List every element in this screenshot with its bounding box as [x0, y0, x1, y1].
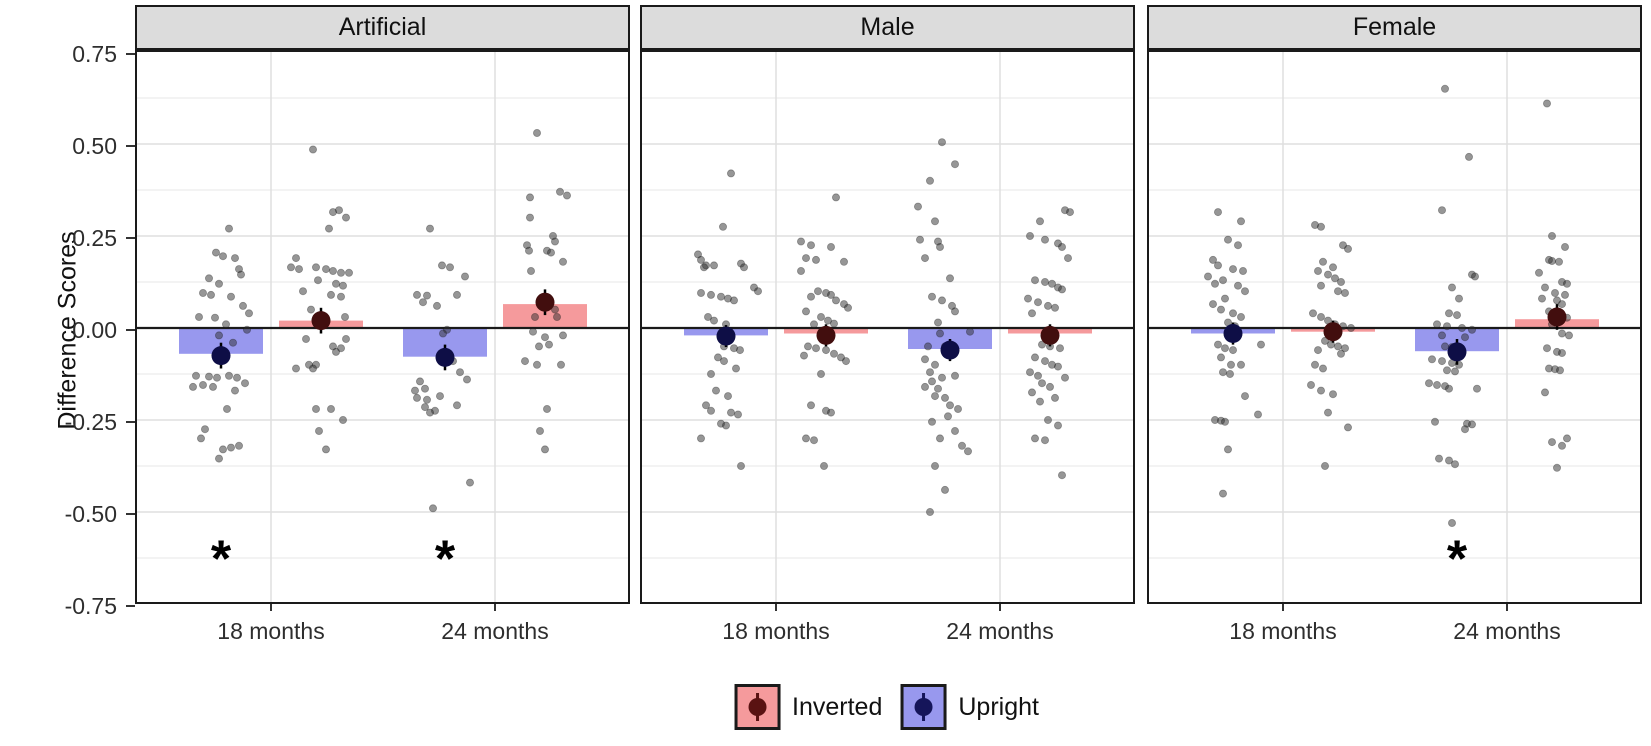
x-tick-label: 24 months: [441, 618, 549, 644]
panel-male: [640, 50, 1135, 611]
x-tick-mark: [775, 604, 777, 611]
significance-asterisk: *: [1447, 530, 1468, 588]
x-tick-mark: [999, 604, 1001, 611]
legend-key-inverted: [734, 684, 781, 730]
x-tick-label: 24 months: [946, 618, 1054, 644]
y-tick-label: 0.75: [72, 41, 117, 67]
y-tick-label: -0.25: [64, 409, 117, 435]
facet-strip-female: Female: [1147, 5, 1642, 50]
panel-border: [135, 50, 630, 604]
x-tick-mark: [494, 604, 496, 611]
y-tick-label: 0.50: [72, 133, 117, 159]
facet-strip-artificial: Artificial: [135, 5, 630, 50]
facet-strip-label: Female: [1352, 13, 1437, 41]
y-tick-mark: [126, 421, 135, 423]
panel-artificial: * *: [135, 50, 630, 611]
legend-label-inverted: Inverted: [792, 692, 883, 721]
x-tick-label: 18 months: [217, 618, 325, 644]
y-tick-mark: [126, 145, 135, 147]
y-tick-label: -0.50: [64, 501, 117, 527]
jitter-points: [1204, 84, 1573, 527]
mean-points: [716, 324, 1060, 362]
y-tick-mark: [126, 237, 135, 239]
significance-asterisk: *: [435, 530, 456, 588]
legend: Inverted Upright: [734, 684, 1057, 730]
bars: [684, 328, 1092, 349]
x-tick-mark: [270, 604, 272, 611]
mean-points: *: [1223, 304, 1567, 588]
jitter-points: [694, 138, 1074, 516]
y-tick-label: -0.75: [64, 593, 117, 619]
y-tick-mark: [126, 329, 135, 331]
facet-strip-label: Artificial: [338, 13, 427, 41]
panel-border: [1147, 50, 1642, 604]
y-tick-label: 0.25: [72, 225, 117, 251]
legend-key-upright: [900, 684, 947, 730]
y-tick-mark: [126, 605, 135, 607]
y-tick-mark: [126, 513, 135, 515]
x-tick-label: 24 months: [1453, 618, 1561, 644]
mean-points: * *: [211, 289, 555, 588]
legend-point-glyph: [914, 698, 933, 716]
legend-label-upright: Upright: [958, 692, 1039, 721]
y-tick-mark: [126, 53, 135, 55]
x-tick-mark: [1506, 604, 1508, 611]
x-tick-label: 18 months: [722, 618, 830, 644]
bars: [179, 304, 587, 357]
facet-strip-label: Male: [860, 13, 915, 41]
x-tick-label: 18 months: [1229, 618, 1337, 644]
x-tick-mark: [1282, 604, 1284, 611]
legend-point-glyph: [748, 698, 767, 716]
bars: [1191, 319, 1599, 352]
significance-asterisk: *: [211, 530, 232, 588]
panel-border: [640, 50, 1135, 604]
jitter-points: [189, 129, 571, 513]
panel-female: *: [1147, 50, 1642, 611]
y-tick-label: 0.00: [72, 317, 117, 343]
facet-strip-male: Male: [640, 5, 1135, 50]
